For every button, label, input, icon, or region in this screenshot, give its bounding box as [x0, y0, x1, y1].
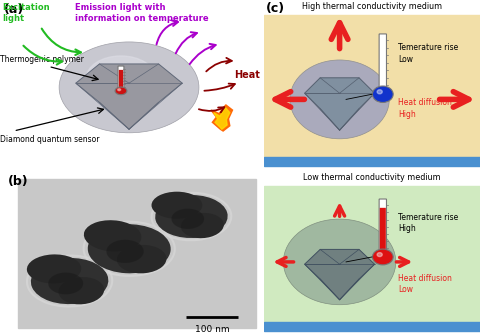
Bar [264, 157, 480, 166]
Polygon shape [76, 64, 182, 129]
Text: Temerature rise: Temerature rise [398, 213, 458, 222]
Ellipse shape [88, 224, 171, 273]
FancyBboxPatch shape [379, 199, 386, 257]
Text: Heat diffusion: Heat diffusion [398, 274, 452, 283]
Bar [264, 15, 480, 158]
Ellipse shape [171, 209, 204, 229]
Circle shape [290, 60, 389, 139]
Text: Low: Low [398, 55, 413, 65]
Text: Heat diffusion: Heat diffusion [398, 98, 452, 107]
FancyBboxPatch shape [380, 208, 386, 257]
Polygon shape [214, 108, 230, 129]
Text: (c): (c) [266, 2, 285, 15]
Ellipse shape [107, 240, 144, 263]
Text: High thermal conductivity medium: High thermal conductivity medium [302, 2, 442, 11]
Ellipse shape [59, 277, 104, 304]
Ellipse shape [48, 272, 83, 294]
Circle shape [372, 86, 393, 102]
Text: Low: Low [398, 285, 413, 294]
Polygon shape [305, 249, 374, 300]
Circle shape [115, 87, 127, 95]
FancyBboxPatch shape [119, 70, 123, 91]
Text: (b): (b) [7, 175, 28, 187]
Ellipse shape [84, 220, 142, 252]
Text: Diamond quantum sensor: Diamond quantum sensor [0, 134, 99, 143]
FancyBboxPatch shape [118, 66, 124, 91]
Bar [264, 186, 480, 323]
Ellipse shape [117, 245, 167, 273]
Text: Thermogenic polymer: Thermogenic polymer [0, 55, 84, 64]
Ellipse shape [27, 254, 81, 284]
Ellipse shape [152, 192, 202, 219]
Ellipse shape [31, 258, 108, 304]
Polygon shape [305, 78, 374, 130]
Bar [264, 322, 480, 331]
Ellipse shape [155, 195, 228, 238]
Circle shape [59, 42, 199, 133]
FancyBboxPatch shape [379, 34, 386, 95]
Text: High: High [398, 224, 416, 234]
Text: (a): (a) [4, 3, 24, 16]
Circle shape [377, 90, 382, 94]
Circle shape [377, 253, 382, 257]
Text: Low thermal conductivity medium: Low thermal conductivity medium [303, 173, 441, 182]
Text: Heat: Heat [234, 70, 260, 80]
Text: Emission light with
information on temperature: Emission light with information on tempe… [75, 3, 209, 23]
Circle shape [86, 56, 156, 101]
Circle shape [372, 249, 393, 265]
Text: Temerature rise: Temerature rise [398, 43, 458, 52]
Text: Excitation
light: Excitation light [3, 3, 50, 23]
Text: 100 nm: 100 nm [195, 325, 229, 334]
Circle shape [118, 89, 120, 91]
Ellipse shape [181, 213, 224, 238]
Circle shape [283, 219, 396, 305]
Text: High: High [398, 110, 416, 119]
Polygon shape [211, 105, 232, 131]
